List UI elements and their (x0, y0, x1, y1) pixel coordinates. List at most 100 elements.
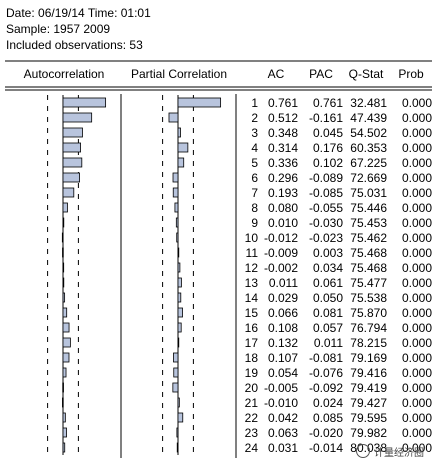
prob-cell: 0.000 (402, 441, 432, 455)
ac-bar (62, 157, 83, 168)
pac-cell: -0.023 (309, 231, 343, 245)
ac-cell: 0.066 (268, 306, 298, 320)
pac-cell: -0.014 (309, 441, 343, 455)
col-header-qstat: Q-Stat (349, 67, 384, 81)
qstat-cell: 32.481 (350, 96, 387, 110)
prob-cell: 0.000 (402, 111, 432, 125)
pac-cell: -0.089 (309, 171, 343, 185)
ac-bar (62, 367, 67, 378)
ac-bar (62, 187, 75, 198)
watermark-text: 计量经济圈 (374, 447, 424, 459)
col-header-prob: Prob (398, 67, 424, 81)
pac-cell: -0.161 (309, 111, 343, 125)
pac-bar (172, 172, 179, 183)
pac-bar (177, 277, 182, 288)
ac-bars (47, 95, 107, 455)
prob-cell: 0.000 (402, 216, 432, 230)
qstat-cell: 75.468 (350, 261, 387, 275)
qstat-cell: 60.353 (350, 141, 387, 155)
pac-bar (172, 382, 179, 393)
prob-cell: 0.000 (402, 141, 432, 155)
qstat-cell: 79.416 (350, 366, 387, 380)
lag-cell: 22 (245, 411, 259, 425)
pac-cell: -0.020 (309, 426, 343, 440)
qstat-cell: 78.215 (350, 336, 387, 350)
pac-bars (162, 95, 222, 455)
pac-bar (174, 202, 179, 213)
pac-bar (177, 307, 183, 318)
ac-cell: 0.080 (268, 201, 298, 215)
pac-cell: 0.102 (313, 156, 343, 170)
prob-cell: 0.000 (402, 351, 432, 365)
qstat-cell: 75.538 (350, 291, 387, 305)
ac-bar (62, 397, 64, 408)
pac-cell: 0.057 (313, 321, 343, 335)
qstat-cell: 79.169 (350, 351, 387, 365)
qstat-cell: 75.462 (350, 231, 387, 245)
pac-bar (177, 127, 181, 138)
lag-cell: 19 (245, 366, 259, 380)
ac-cell: 0.107 (268, 351, 298, 365)
ac-bar (62, 127, 83, 138)
lag-cell: 23 (245, 426, 259, 440)
pac-cell: 0.024 (313, 396, 343, 410)
ac-cell: -0.010 (264, 396, 298, 410)
prob-cell: 0.000 (402, 366, 432, 380)
ac-bar (62, 202, 68, 213)
ac-bar (62, 427, 67, 438)
qstat-cell: 75.453 (350, 216, 387, 230)
ac-cell: 0.011 (269, 276, 298, 290)
ac-cell: 0.761 (268, 96, 298, 110)
ac-bar (62, 97, 107, 108)
lag-cell: 5 (251, 156, 258, 170)
col-header-pac: PAC (309, 67, 333, 81)
ac-cell: 0.348 (268, 126, 298, 140)
pac-bar (176, 427, 179, 438)
pac-cell: -0.081 (309, 351, 343, 365)
lag-cell: 24 (245, 441, 259, 455)
header-sample-line: Sample: 1957 2009 (6, 22, 111, 36)
pac-cell: 0.045 (313, 126, 343, 140)
pac-cell: 0.085 (313, 411, 343, 425)
pac-cell: 0.761 (313, 96, 343, 110)
table-rows: 1 0.761 0.761 32.481 0.000 2 0.512 -0.161 47.439… (245, 96, 433, 455)
ac-cell: 0.063 (268, 426, 298, 440)
prob-cell: 0.000 (402, 186, 432, 200)
pac-cell: 0.003 (313, 246, 343, 260)
ac-bar (62, 277, 65, 288)
ac-cell: 0.314 (268, 141, 298, 155)
pac-cell: -0.055 (309, 201, 343, 215)
pac-bar (168, 112, 179, 123)
pac-bar (177, 157, 185, 168)
prob-cell: 0.000 (402, 396, 432, 410)
ac-bar (62, 112, 93, 123)
ac-cell: -0.002 (264, 261, 298, 275)
ac-cell: 0.031 (268, 441, 298, 455)
lag-cell: 13 (245, 276, 259, 290)
pac-bar (177, 262, 181, 273)
prob-cell: 0.000 (402, 411, 432, 425)
pac-bar (177, 247, 180, 258)
qstat-cell: 79.419 (350, 381, 387, 395)
pac-bar (176, 442, 179, 453)
pac-bar (176, 232, 179, 243)
pac-bar (175, 217, 179, 228)
prob-cell: 0.000 (402, 381, 432, 395)
pac-cell: 0.081 (313, 306, 343, 320)
lag-cell: 2 (251, 111, 258, 125)
prob-cell: 0.000 (402, 246, 432, 260)
pac-cell: 0.011 (314, 336, 343, 350)
qstat-cell: 72.669 (350, 171, 387, 185)
lag-cell: 4 (251, 141, 258, 155)
col-header-partial-correlation: Partial Correlation (131, 67, 227, 81)
ac-cell: 0.336 (268, 156, 298, 170)
prob-cell: 0.000 (402, 126, 432, 140)
prob-cell: 0.000 (402, 306, 432, 320)
ac-bar (62, 142, 81, 153)
ac-cell: 0.193 (268, 186, 298, 200)
lag-cell: 12 (245, 261, 259, 275)
ac-bar (62, 247, 64, 258)
ac-bar (62, 292, 66, 303)
ac-bar (62, 307, 68, 318)
